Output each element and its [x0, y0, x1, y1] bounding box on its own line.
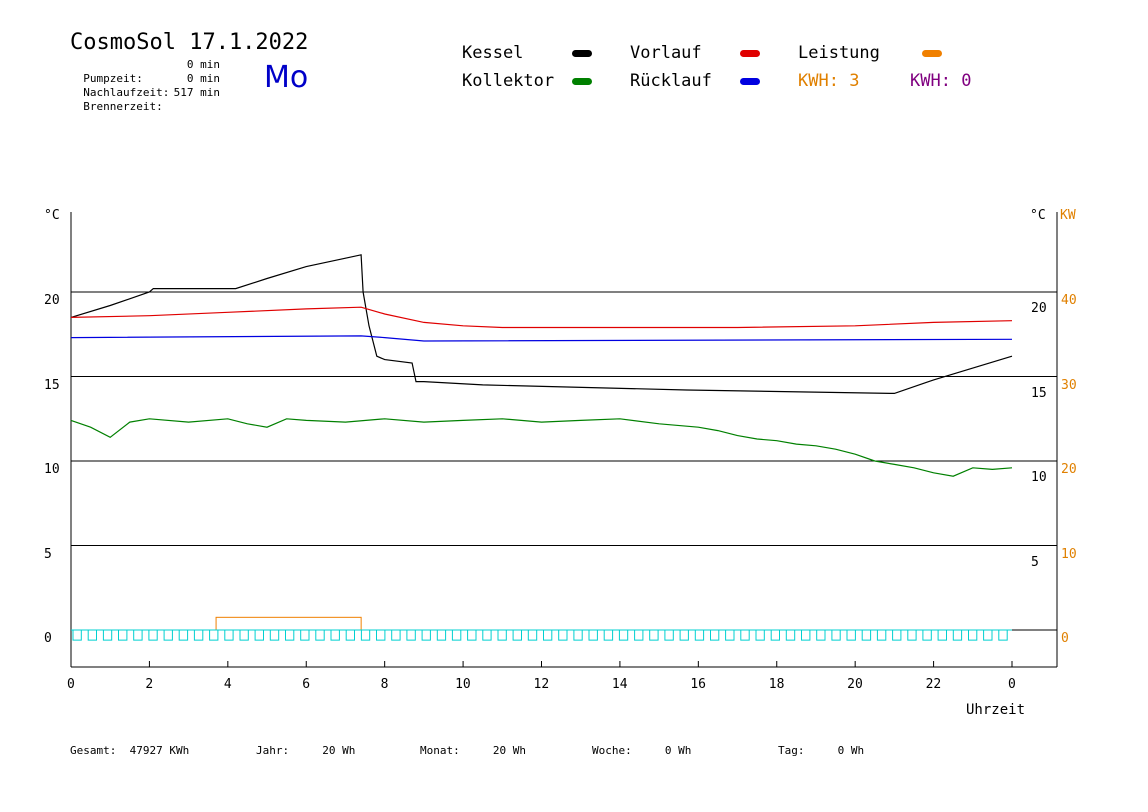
footer-label: Jahr:: [256, 744, 290, 757]
info-label: Nachlaufzeit:: [83, 86, 170, 99]
legend-swatch-kollektor: [572, 78, 592, 85]
kwh-value: 0: [961, 71, 972, 91]
y-left-tick-label: 10: [44, 462, 60, 477]
legend-leistung: Leistung: [798, 43, 880, 63]
info-label: Pumpzeit:: [83, 72, 143, 85]
weekday-label: Mo: [264, 60, 309, 95]
x-tick-label: 20: [847, 677, 863, 692]
footer-value: 0 Wh: [664, 744, 692, 757]
right-axis-unit-kw: KW: [1060, 208, 1076, 223]
legend-kessel: Kessel: [462, 43, 524, 63]
y-right-tick-label: 15: [1031, 385, 1047, 401]
pump-signal: [72, 630, 1008, 641]
chart-title: CosmoSol 17.1.2022: [70, 30, 309, 55]
series-vorlauf-line: [70, 306, 1013, 329]
footer-value: 0 Wh: [837, 744, 865, 757]
series-ruecklauf-line: [70, 335, 1013, 342]
x-tick-label: 12: [533, 677, 550, 692]
footer-value: 20 Wh: [322, 744, 356, 757]
footer-jahr: Jahr: 20 Wh: [256, 744, 355, 758]
footer-woche: Woche: 0 Wh: [592, 744, 691, 758]
x-tick-label: 2: [145, 677, 154, 692]
footer-gesamt: Gesamt: 47927 KWh: [70, 744, 189, 758]
footer-label: Tag:: [778, 744, 805, 757]
legend-swatch-vorlauf: [740, 50, 760, 57]
y-left-tick-label: 15: [44, 377, 60, 393]
leistung-bar: [215, 616, 362, 631]
kwh-value: 3: [849, 71, 860, 91]
legend-swatch-leistung: [922, 50, 942, 57]
y-right-tick-label: 5: [1031, 554, 1039, 570]
x-tick-label: 16: [690, 677, 706, 692]
x-tick-label: 14: [611, 677, 628, 692]
footer-label: Gesamt:: [70, 744, 117, 757]
y-kw-tick-label: 30: [1061, 377, 1077, 393]
x-tick-label: 6: [302, 677, 311, 692]
y-kw-tick-label: 10: [1061, 546, 1077, 562]
y-left-tick-label: 0: [44, 631, 52, 646]
left-axis-unit: °C: [44, 208, 60, 223]
y-right-tick-label: 10: [1031, 470, 1047, 485]
footer-label: Monat:: [420, 744, 460, 757]
x-tick-label: 8: [380, 677, 389, 692]
footer-value: 20 Wh: [492, 744, 526, 757]
y-kw-tick-label: 20: [1061, 462, 1077, 477]
y-kw-tick-label: 40: [1061, 293, 1077, 308]
y-kw-tick-label: 0: [1061, 631, 1069, 646]
info-value: 517 min: [173, 86, 220, 99]
footer-monat: Monat: 20 Wh: [420, 744, 526, 758]
right-axis-unit-c: °C: [1030, 208, 1046, 223]
x-tick-label: 18: [768, 677, 785, 692]
legend-kollektor: Kollektor: [462, 71, 555, 91]
x-tick-label: 4: [223, 677, 232, 692]
kwh-label: KWH:: [798, 71, 839, 91]
info-value: 0 min: [186, 72, 220, 85]
y-left-tick-label: 5: [44, 546, 52, 562]
legend-swatch-kessel: [572, 50, 592, 57]
y-left-tick-label: 20: [44, 293, 60, 308]
x-axis-label: Uhrzeit: [966, 702, 1026, 718]
series-kessel-line: [70, 254, 1013, 394]
legend-kwh-solar: KWH: 3: [798, 71, 859, 91]
legend-kwh-second: KWH: 0: [910, 71, 971, 91]
info-label: Brennerzeit:: [83, 100, 163, 113]
legend-ruecklauf: Rücklauf: [630, 71, 712, 91]
series-kollektor-line: [70, 418, 1013, 477]
kwh-label: KWH:: [910, 71, 951, 91]
x-tick-label: 10: [455, 677, 471, 692]
info-value: 0 min: [186, 58, 220, 71]
footer-label: Woche:: [592, 744, 632, 757]
legend-vorlauf: Vorlauf: [630, 43, 702, 63]
legend-swatch-ruecklauf: [740, 78, 760, 85]
x-tick-label: 0: [1008, 677, 1016, 692]
info-brennerzeit: Brennerzeit: 517 min: [70, 86, 220, 114]
y-right-tick-label: 20: [1031, 301, 1047, 316]
footer-value: 47927 KWh: [129, 744, 190, 757]
info-nachlaufzeit: Nachlaufzeit: 0 min: [70, 72, 220, 100]
x-tick-label: 22: [925, 677, 942, 692]
x-tick-label: 0: [67, 677, 75, 692]
footer-tag: Tag: 0 Wh: [778, 744, 864, 758]
info-pumpzeit: Pumpzeit: 0 min: [70, 58, 220, 86]
